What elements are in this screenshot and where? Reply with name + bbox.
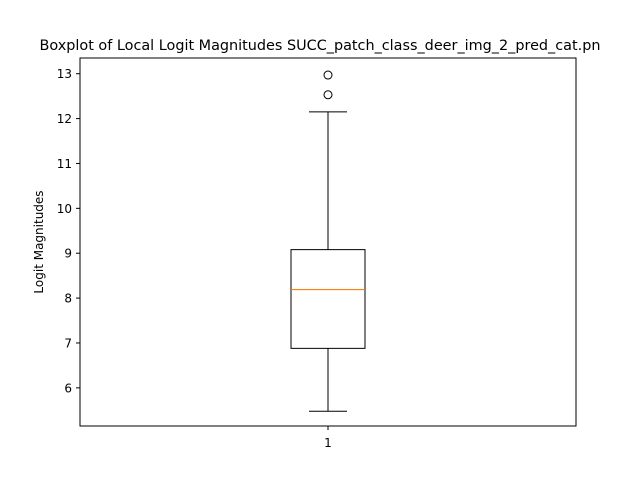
chart-title: Boxplot of Local Logit Magnitudes SUCC_p… xyxy=(40,38,601,54)
plot-frame xyxy=(79,57,577,427)
interquartile-box xyxy=(290,249,366,349)
y-tick-label: 10 xyxy=(57,202,72,216)
y-tick-label: 8 xyxy=(64,292,72,306)
y-tick-label: 6 xyxy=(64,381,72,395)
x-tick-label: 1 xyxy=(324,436,332,450)
y-tick-label: 9 xyxy=(64,247,72,261)
outlier-point xyxy=(323,70,333,80)
y-axis-label: Logit Magnitudes xyxy=(32,190,46,293)
y-tick-label: 13 xyxy=(57,67,72,81)
y-tick-label: 7 xyxy=(64,336,72,350)
outlier-point xyxy=(323,90,333,100)
y-tick-label: 12 xyxy=(57,112,72,126)
plot-area: 6 7 8 9 10 11 12 13 1 xyxy=(57,67,366,450)
y-tick-label: 11 xyxy=(57,157,72,171)
